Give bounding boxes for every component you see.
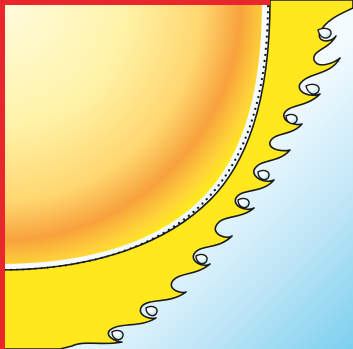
sun-disc [0, 0, 262, 264]
sun-dotted-outline [0, 0, 270, 272]
flare-curl [111, 329, 124, 341]
flare-curl [195, 253, 208, 265]
frame-left [0, 0, 5, 349]
flare-curl [237, 197, 250, 209]
flare-curl [145, 305, 158, 317]
frame-top [0, 0, 270, 5]
flare-curl [257, 169, 270, 181]
flare-curl [285, 113, 298, 125]
flare-curl [317, 27, 332, 39]
flare-curls [111, 27, 332, 341]
flare-curl [305, 83, 320, 95]
